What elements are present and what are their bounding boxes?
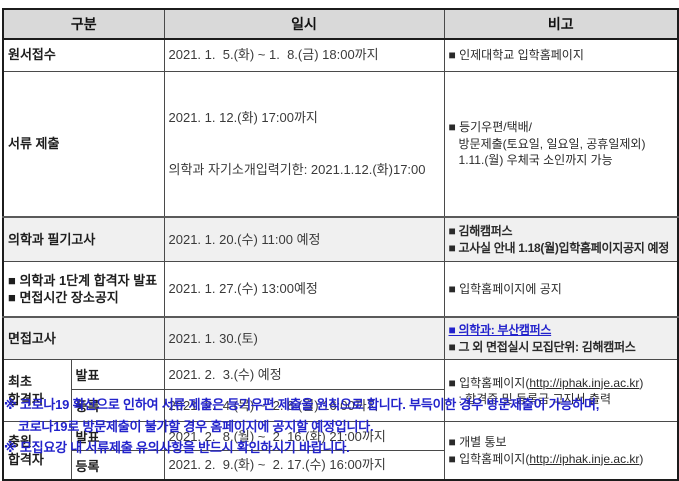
application-datetime: 2021. 1. 5.(화) ~ 1. 8.(금) 18:00까지 <box>163 38 445 72</box>
documents-remark-line1: ■ 등기우편/택배/ <box>448 120 533 135</box>
initial-pass-announce-label: 발표 <box>70 359 165 391</box>
documents-datetime: 2021. 1. 12.(화) 17:00까지 의학과 자기소개입력기한: 20… <box>163 70 445 218</box>
row-interview: 면접고사 2021. 1. 30.(토) ■ 의학과: 부산캠퍼스 ■ 그 외 … <box>2 315 679 361</box>
row-documents: 서류 제출 2021. 1. 12.(화) 17:00까지 의학과 자기소개입력… <box>2 70 679 218</box>
documents-remarks: ■ 등기우편/택배/ 방문제출(토요일, 일요일, 공휴일제외) 1.11.(월… <box>443 70 679 218</box>
interview-remarks: ■ 의학과: 부산캠퍼스 ■ 그 외 면접실시 모집단위: 김해캠퍼스 <box>443 315 679 361</box>
documents-datetime-line2: 의학과 자기소개입력기한: 2021.1.12.(화)17:00 <box>168 162 426 178</box>
initial-pass-remark-prefix: ■ 입학홈페이지( <box>448 375 530 390</box>
written-exam-category: 의학과 필기고사 <box>2 215 165 263</box>
footer-notes: ※ 코로나19 확산으로 인하여 서류 제출은 등기우편 제출을 원칙으로 합니… <box>4 394 676 459</box>
interview-category: 면접고사 <box>2 315 165 361</box>
first-stage-category-line2: ■ 면접시간 장소공지 <box>8 290 119 306</box>
additional-pass-announce-datetime: 2021. 2. 8.(월) ~ 2. 16.(화) 21:00까지 <box>163 421 445 452</box>
initial-pass-category-line1: 최초 <box>8 374 32 390</box>
covid-note-line2: 코로나19로 방문제출이 불가할 경우 홈페이지에 공지할 예정입니다. <box>18 418 374 434</box>
additional-pass-remark-line1: ■ 개별 통보 <box>448 435 507 450</box>
admission-website-link[interactable]: http://iphak.inje.ac.kr <box>529 375 640 390</box>
guideline-note: ※ 모집요강 내 서류제출 유의사항을 반드시 확인하시기 바랍니다. <box>4 440 350 455</box>
admission-schedule-table: 구분 일시 비고 원서접수 2021. 1. 5.(화) ~ 1. 8.(금) … <box>2 8 679 481</box>
initial-pass-category: 최초 합격자 <box>2 359 72 423</box>
documents-remark-line2: 방문제출(토요일, 일요일, 공휴일제외) <box>458 136 646 151</box>
written-exam-remark-line1: ■ 김해캠퍼스 <box>448 224 513 239</box>
written-exam-remark-line2: ■ 고사실 안내 1.18(월)입학홈페이지공지 예정 <box>448 240 670 255</box>
covid-note-line1: ※ 코로나19 확산으로 인하여 서류 제출은 등기우편 제출을 원칙으로 합니… <box>4 397 600 412</box>
initial-pass-announce-datetime: 2021. 2. 3.(수) 예정 <box>163 359 445 391</box>
header-remarks: 비고 <box>443 8 679 40</box>
documents-category: 서류 제출 <box>2 70 165 218</box>
initial-pass-category-line2: 합격자 <box>8 391 44 407</box>
additional-pass-announce-label: 발표 <box>70 421 165 452</box>
written-exam-datetime: 2021. 1. 20.(수) 11:00 예정 <box>163 215 445 263</box>
application-category: 원서접수 <box>2 38 165 72</box>
initial-pass-remark-line2: : 합격증 및 등록금 고지서 출력 <box>458 391 612 406</box>
row-initial-pass-register: 등록 2021. 2. 4.(목) ~ 2. 8.(월) 16:00까지 <box>3 389 678 423</box>
interview-datetime: 2021. 1. 30.(토) <box>163 315 445 361</box>
initial-pass-remark-suffix: ) <box>639 375 644 390</box>
interview-remark-line2: ■ 그 외 면접실시 모집단위: 김해캠퍼스 <box>448 339 636 354</box>
header-category: 구분 <box>2 8 165 40</box>
first-stage-datetime: 2021. 1. 27.(수) 13:00예정 <box>163 261 445 318</box>
additional-pass-category-line1: 충원 <box>8 434 32 450</box>
first-stage-category: ■ 의학과 1단계 합격자 발표 ■ 면접시간 장소공지 <box>2 261 165 318</box>
header-row: 구분 일시 비고 <box>2 8 679 40</box>
row-first-stage: ■ 의학과 1단계 합격자 발표 ■ 면접시간 장소공지 2021. 1. 27… <box>2 261 679 318</box>
application-remarks: ■ 인제대학교 입학홈페이지 <box>443 38 679 72</box>
row-application: 원서접수 2021. 1. 5.(화) ~ 1. 8.(금) 18:00까지 ■… <box>2 38 679 72</box>
admission-schedule-document: 구분 일시 비고 원서접수 2021. 1. 5.(화) ~ 1. 8.(금) … <box>2 8 679 481</box>
first-stage-category-line1: ■ 의학과 1단계 합격자 발표 <box>8 272 158 288</box>
row-written-exam: 의학과 필기고사 2021. 1. 20.(수) 11:00 예정 ■ 김해캠퍼… <box>2 215 679 263</box>
documents-datetime-line1: 2021. 1. 12.(화) 17:00까지 <box>168 109 318 125</box>
documents-remark-line3: 1.11.(월) 우체국 소인까지 가능 <box>458 152 613 167</box>
interview-remark-busan-link[interactable]: ■ 의학과: 부산캠퍼스 <box>448 323 552 338</box>
row-initial-pass-announce: 최초 합격자 발표 2021. 2. 3.(수) 예정 ■ 입학홈페이지(htt… <box>2 359 679 423</box>
initial-pass-register-datetime: 2021. 2. 4.(목) ~ 2. 8.(월) 16:00까지 <box>163 389 445 423</box>
first-stage-remarks: ■ 입학홈페이지에 공지 <box>443 261 679 318</box>
header-datetime: 일시 <box>163 8 445 40</box>
written-exam-remarks: ■ 김해캠퍼스 ■ 고사실 안내 1.18(월)입학홈페이지공지 예정 <box>443 215 679 263</box>
